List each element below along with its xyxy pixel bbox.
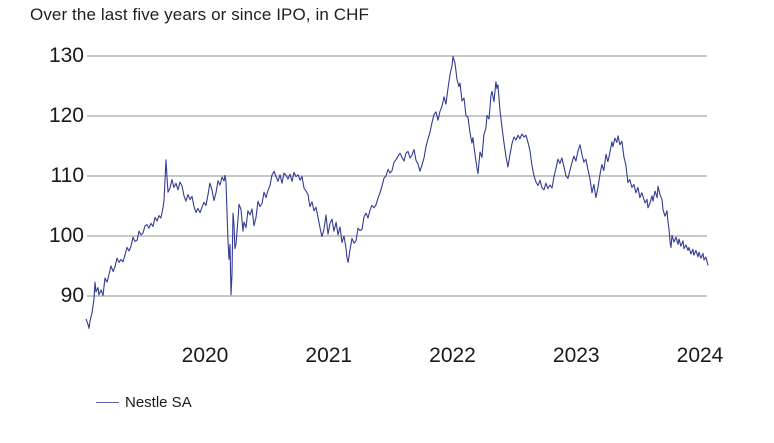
price-line bbox=[85, 56, 709, 329]
x-tick-label: 2024 bbox=[676, 344, 724, 367]
y-tick-label: 120 bbox=[48, 104, 84, 127]
y-tick-label: 90 bbox=[60, 284, 84, 307]
x-tick-label: 2021 bbox=[305, 344, 353, 367]
y-tick-label: 130 bbox=[48, 44, 84, 67]
x-tick-label: 2023 bbox=[552, 344, 600, 367]
legend-label: Nestle SA bbox=[125, 394, 192, 411]
x-tick-label: 2022 bbox=[429, 344, 476, 367]
legend-line-swatch bbox=[96, 402, 119, 403]
chart-title: Over the last five years or since IPO, i… bbox=[30, 5, 369, 24]
legend: Nestle SA bbox=[96, 394, 192, 411]
y-tick-label: 100 bbox=[48, 224, 84, 247]
x-tick-label: 2020 bbox=[181, 344, 229, 367]
y-tick-label: 110 bbox=[50, 164, 84, 187]
